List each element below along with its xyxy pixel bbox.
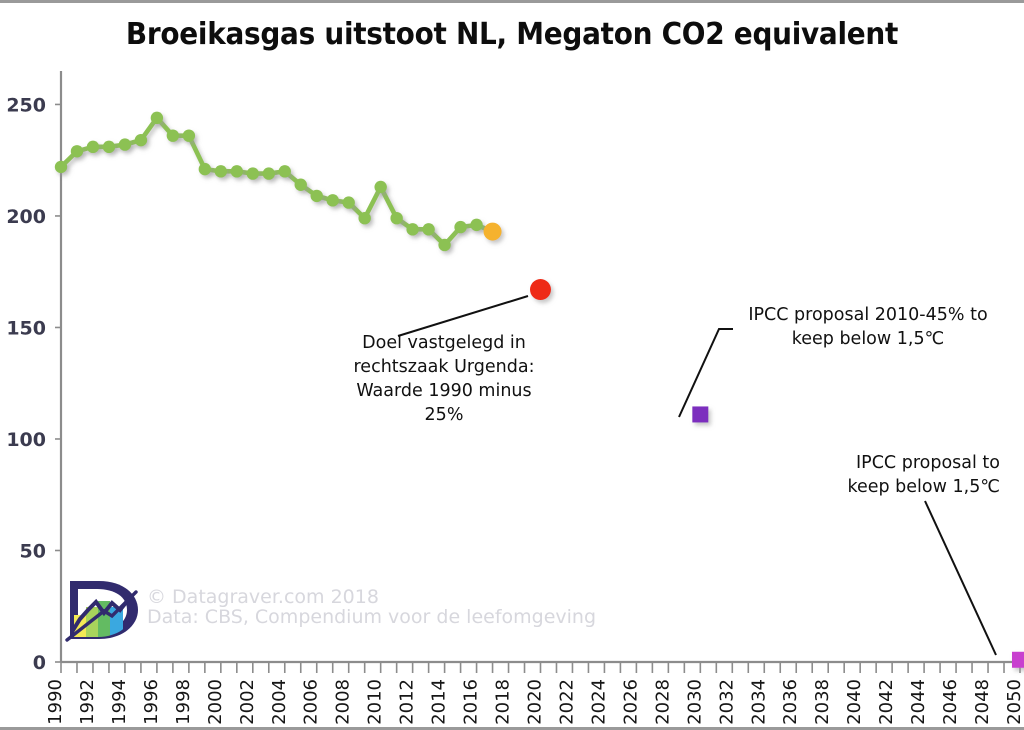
history-point-marker — [358, 211, 371, 225]
x-tick-label: 1996 — [141, 679, 162, 725]
history-point-marker — [54, 160, 68, 174]
x-tick-label: 2028 — [652, 679, 673, 725]
x-tick-label: 2038 — [812, 679, 833, 725]
history-point-marker — [118, 138, 132, 151]
history-point-marker — [390, 211, 403, 225]
x-tick-label: 2042 — [876, 679, 897, 725]
history-point-marker — [454, 220, 467, 234]
x-tick-label: 2024 — [588, 679, 609, 725]
x-tick-label: 2050 — [1004, 679, 1024, 725]
x-tick-label: 2034 — [748, 679, 769, 725]
urgenda-annotation-line: Waarde 1990 minus — [356, 381, 531, 401]
x-tick-label: 1992 — [77, 679, 98, 725]
chart-canvas: 0 50 100 150 200 250 1990 1992 1994 1996 1998 2000… — [6, 71, 1024, 725]
y-tick-label: 50 — [20, 540, 46, 562]
history-point-marker — [214, 165, 228, 178]
history-point-marker — [166, 129, 180, 142]
history-point-marker — [342, 196, 355, 209]
watermark-line-1: © Datagraver.com 2018 — [147, 586, 379, 608]
x-tick-label: 2016 — [461, 679, 482, 725]
history-point-marker — [86, 140, 100, 154]
x-tick-label: 2020 — [525, 679, 546, 725]
history-point-marker — [198, 162, 212, 176]
x-tick-label: 2018 — [493, 679, 514, 725]
x-tick-label: 2004 — [269, 679, 290, 725]
x-tick-label: 2000 — [205, 679, 226, 725]
urgenda-annotation-leader — [397, 295, 529, 337]
history-point-marker — [406, 223, 419, 236]
x-tick-label: 2040 — [844, 679, 865, 725]
history-point-marker — [182, 129, 196, 142]
chart-annotations-group: Doel vastgelegd in rechtszaak Urgenda: Waa… — [354, 295, 1000, 656]
history-point-marker — [374, 180, 387, 194]
history-point-marker — [278, 165, 291, 178]
history-point-marker — [310, 189, 323, 203]
target-point-marker — [692, 406, 709, 423]
x-tick-label: 1994 — [109, 679, 130, 725]
urgenda-annotation-line: Doel vastgelegd in — [362, 333, 526, 353]
ipcc-2050-annotation-line: keep below 1,5℃ — [847, 477, 1000, 497]
x-tick-label: 2046 — [940, 679, 961, 725]
history-point-marker — [134, 133, 148, 147]
datagraver-logo-icon — [65, 581, 138, 642]
y-tick-label: 100 — [6, 429, 46, 451]
ipcc-2050-annotation-leader — [924, 500, 997, 656]
x-tick-label: 1990 — [45, 679, 66, 725]
x-tick-label: 2006 — [301, 679, 322, 725]
x-tick-label: 2048 — [972, 679, 993, 725]
chart-series-group — [54, 111, 502, 252]
target-point-marker — [1012, 651, 1024, 668]
ipcc-2030-annotation-line: IPCC proposal 2010-45% to — [748, 305, 987, 325]
ipcc-2030-annotation-leader — [678, 328, 733, 418]
x-tick-label: 2032 — [716, 679, 737, 725]
x-tick-label: 2026 — [620, 679, 641, 725]
history-point-marker — [326, 194, 339, 207]
page-title: Broeikasgas uitstoot NL, Megaton CO2 equ… — [125, 17, 899, 52]
history-point-marker — [230, 165, 244, 178]
watermark-line-2: Data: CBS, Compendium voor de leefomgevi… — [147, 606, 596, 628]
chart-axes: 0 50 100 150 200 250 1990 1992 1994 1996 1998 2000… — [6, 71, 1024, 725]
last-measured-point-marker — [483, 222, 502, 241]
history-point-marker — [70, 145, 84, 158]
history-point-marker — [150, 111, 164, 125]
watermark: © Datagraver.com 2018 Data: CBS, Compend… — [65, 581, 596, 642]
y-tick-label: 250 — [6, 94, 46, 116]
history-point-marker — [262, 167, 275, 180]
ipcc-2030-annotation-line: keep below 1,5℃ — [792, 329, 945, 349]
history-point-marker — [246, 167, 259, 180]
x-tick-label: 2014 — [429, 679, 450, 725]
x-tick-group: 1990 1992 1994 1996 1998 2000 2002 2004 2006 2008… — [45, 662, 1024, 725]
history-point-marker — [102, 140, 116, 154]
x-tick-label: 2008 — [333, 679, 354, 725]
history-point-marker — [438, 238, 451, 252]
y-tick-group: 0 50 100 150 200 250 — [6, 94, 61, 674]
history-point-marker — [294, 178, 307, 191]
ipcc-2050-annotation-line: IPCC proposal to — [856, 453, 1000, 473]
x-tick-label: 2022 — [556, 679, 577, 725]
x-tick-label: 2012 — [397, 679, 418, 725]
history-line — [58, 115, 495, 248]
urgenda-annotation-line: 25% — [425, 405, 464, 425]
x-tick-label: 2044 — [908, 679, 929, 725]
target-point-marker — [530, 279, 551, 301]
chart-target-points-group — [530, 279, 1024, 668]
history-point-marker — [422, 223, 435, 236]
x-tick-label: 2002 — [237, 679, 258, 725]
history-point-marker — [470, 218, 483, 232]
x-tick-label: 1998 — [173, 679, 194, 725]
x-tick-label: 2010 — [365, 679, 386, 725]
y-tick-label: 0 — [33, 652, 46, 674]
urgenda-annotation-line: rechtszaak Urgenda: — [354, 357, 535, 377]
y-tick-label: 200 — [6, 206, 46, 228]
x-tick-label: 2030 — [684, 679, 705, 725]
x-tick-label: 2036 — [780, 679, 801, 725]
y-tick-label: 150 — [6, 317, 46, 339]
